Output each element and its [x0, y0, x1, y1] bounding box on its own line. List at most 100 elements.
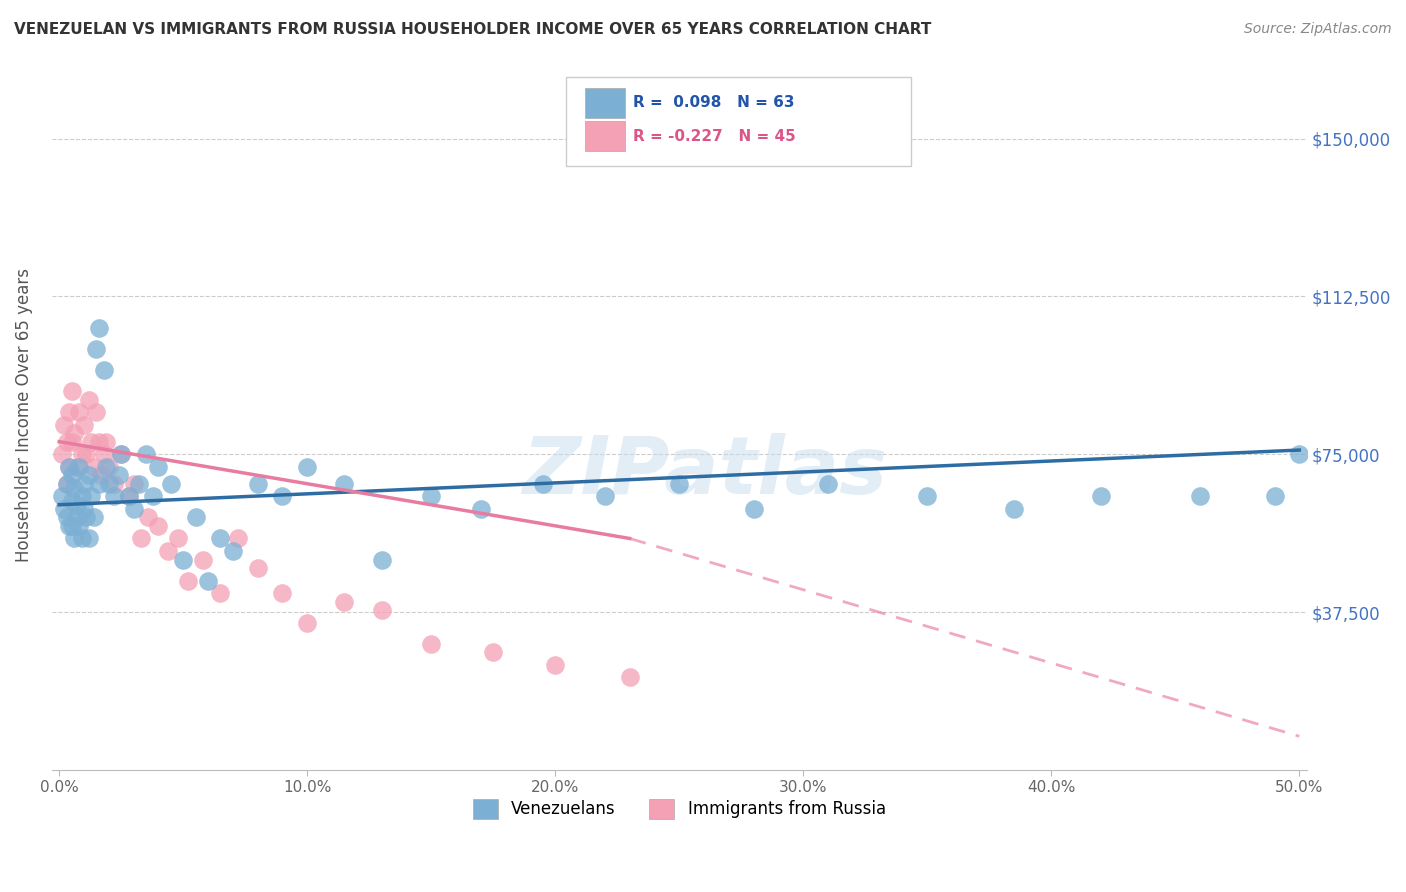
Point — [90, 468, 112, 483]
Point — [297, 459, 319, 474]
Point — [60, 493, 83, 508]
Point — [135, 447, 157, 461]
Point — [110, 447, 132, 461]
Point — [333, 594, 356, 608]
Point — [1263, 489, 1285, 503]
Point — [191, 552, 214, 566]
Point — [55, 476, 77, 491]
Point — [60, 468, 83, 483]
FancyBboxPatch shape — [585, 88, 626, 118]
Text: ZIPatlas: ZIPatlas — [522, 433, 887, 510]
Point — [65, 498, 87, 512]
Point — [271, 489, 294, 503]
Point — [370, 552, 392, 566]
Point — [97, 476, 120, 491]
Point — [96, 434, 118, 449]
Y-axis label: Householder Income Over 65 years: Householder Income Over 65 years — [15, 268, 32, 562]
Text: Source: ZipAtlas.com: Source: ZipAtlas.com — [1244, 22, 1392, 37]
Text: VENEZUELAN VS IMMIGRANTS FROM RUSSIA HOUSEHOLDER INCOME OVER 65 YEARS CORRELATIO: VENEZUELAN VS IMMIGRANTS FROM RUSSIA HOU… — [14, 22, 931, 37]
Point — [209, 586, 232, 600]
Point — [103, 489, 125, 503]
Point — [619, 670, 641, 684]
Point — [67, 459, 90, 474]
Point — [544, 657, 567, 672]
Point — [58, 459, 80, 474]
Text: R = -0.227   N = 45: R = -0.227 N = 45 — [633, 128, 796, 144]
Point — [1189, 489, 1212, 503]
Point — [110, 447, 132, 461]
Point — [60, 518, 83, 533]
Point — [593, 489, 616, 503]
Point — [87, 434, 110, 449]
Point — [77, 532, 100, 546]
Point — [67, 518, 90, 533]
Point — [128, 476, 150, 491]
Point — [370, 603, 392, 617]
Point — [58, 518, 80, 533]
Point — [122, 502, 145, 516]
Point — [103, 476, 125, 491]
Point — [83, 510, 105, 524]
Point — [209, 532, 232, 546]
Legend: Venezuelans, Immigrants from Russia: Venezuelans, Immigrants from Russia — [467, 792, 893, 826]
Point — [122, 476, 145, 491]
Point — [470, 502, 492, 516]
Point — [51, 489, 73, 503]
Point — [172, 552, 194, 566]
Point — [117, 489, 139, 503]
Point — [159, 476, 181, 491]
Point — [1090, 489, 1112, 503]
Point — [531, 476, 554, 491]
Point — [1002, 502, 1025, 516]
Point — [177, 574, 200, 588]
Point — [76, 510, 98, 524]
Point — [482, 645, 505, 659]
Point — [93, 447, 115, 461]
Point — [53, 417, 76, 432]
Point — [73, 502, 96, 516]
Point — [70, 532, 93, 546]
Point — [86, 405, 108, 419]
Point — [129, 532, 152, 546]
Point — [76, 447, 98, 461]
Point — [55, 434, 77, 449]
Point — [63, 532, 86, 546]
Point — [73, 476, 96, 491]
Point — [63, 481, 86, 495]
Point — [55, 476, 77, 491]
Point — [70, 447, 93, 461]
Point — [51, 447, 73, 461]
Point — [80, 489, 103, 503]
Point — [77, 468, 100, 483]
Point — [65, 459, 87, 474]
Point — [86, 342, 108, 356]
Point — [668, 476, 690, 491]
Point — [420, 637, 443, 651]
Point — [96, 459, 118, 474]
Point — [917, 489, 939, 503]
Point — [70, 489, 93, 503]
Point — [55, 510, 77, 524]
Point — [1288, 447, 1310, 461]
Point — [77, 392, 100, 407]
Point — [246, 561, 269, 575]
Point — [58, 405, 80, 419]
Point — [142, 489, 165, 503]
Point — [420, 489, 443, 503]
Point — [167, 532, 190, 546]
Point — [63, 426, 86, 441]
Point — [60, 434, 83, 449]
Point — [83, 459, 105, 474]
Point — [58, 459, 80, 474]
FancyBboxPatch shape — [567, 78, 911, 166]
Point — [157, 544, 180, 558]
Point — [271, 586, 294, 600]
Point — [93, 363, 115, 377]
Point — [60, 384, 83, 398]
Point — [117, 489, 139, 503]
Point — [184, 510, 207, 524]
Point — [148, 459, 170, 474]
Point — [67, 405, 90, 419]
Text: R =  0.098   N = 63: R = 0.098 N = 63 — [633, 95, 794, 111]
Point — [80, 434, 103, 449]
